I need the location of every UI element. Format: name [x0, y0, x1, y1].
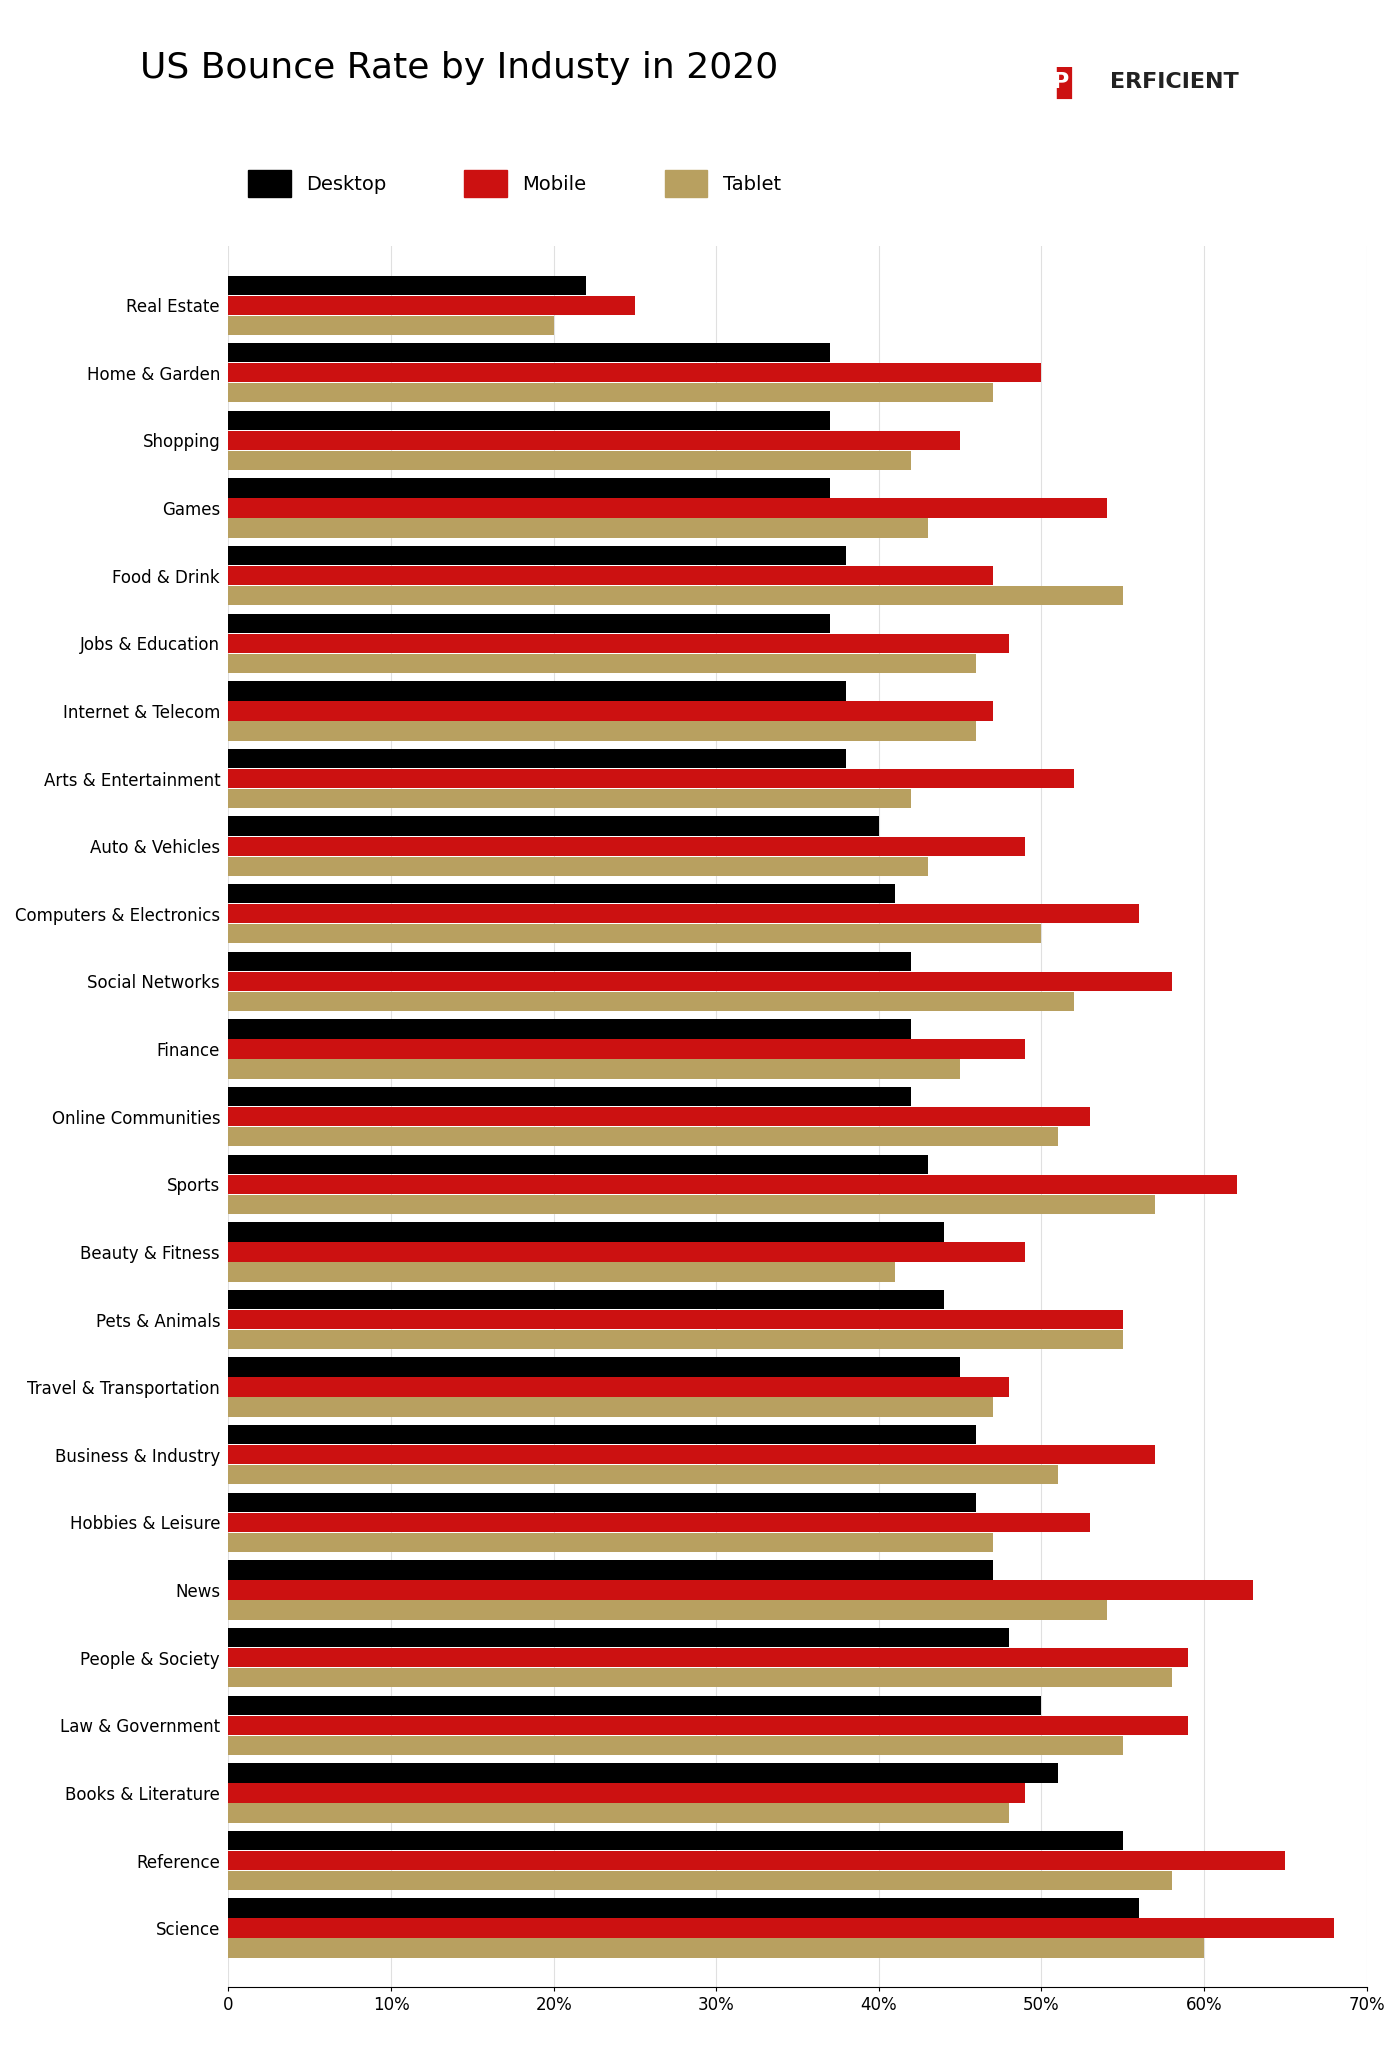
Bar [228, 1763, 1058, 1784]
Bar [228, 1695, 1042, 1716]
Bar [228, 519, 928, 537]
Bar [228, 1601, 1106, 1620]
Bar [228, 1195, 1155, 1214]
Bar [228, 1310, 1123, 1328]
Bar [228, 613, 830, 633]
Bar [228, 1784, 1025, 1802]
Bar [228, 1086, 911, 1107]
Bar [228, 1804, 1009, 1822]
Bar [228, 1154, 928, 1175]
Bar [228, 1289, 944, 1310]
Bar [228, 275, 587, 295]
Bar [228, 1628, 1009, 1648]
Bar [228, 1357, 960, 1378]
Bar [228, 451, 911, 469]
Bar [228, 816, 879, 836]
Text: ERFICIENT: ERFICIENT [1110, 72, 1239, 92]
Text: US Bounce Rate by Industy in 2020: US Bounce Rate by Industy in 2020 [140, 51, 778, 86]
Bar [228, 789, 911, 808]
Bar [228, 925, 1042, 943]
Bar [228, 951, 911, 972]
Bar [228, 748, 847, 769]
Bar [228, 1107, 1091, 1125]
Bar [228, 1533, 993, 1552]
Bar [228, 884, 895, 904]
Bar [228, 857, 928, 875]
Bar [228, 836, 1025, 855]
Bar [228, 1466, 1058, 1484]
Bar [228, 681, 847, 701]
Bar [228, 478, 830, 498]
Bar [228, 722, 976, 740]
Bar [228, 769, 1074, 787]
Bar [228, 1060, 960, 1078]
Bar [228, 342, 830, 363]
Bar [228, 633, 1009, 654]
Bar [228, 1330, 1123, 1349]
Bar [228, 1939, 1204, 1958]
Bar [228, 701, 993, 722]
Bar [228, 904, 1140, 922]
Bar [228, 992, 1074, 1011]
Bar [228, 1492, 976, 1513]
Bar [228, 1128, 1058, 1146]
Bar [228, 383, 993, 402]
Bar [228, 316, 553, 334]
Bar [228, 1425, 976, 1445]
Bar [228, 1222, 944, 1242]
Bar [228, 1716, 1187, 1734]
Bar [228, 1898, 1140, 1919]
Bar [228, 1560, 993, 1581]
Bar [228, 1175, 1236, 1193]
Bar [228, 1398, 993, 1417]
Bar [228, 295, 636, 316]
Bar [228, 566, 993, 586]
Bar [228, 430, 960, 451]
Legend: Desktop, Mobile, Tablet: Desktop, Mobile, Tablet [238, 160, 791, 207]
Bar [228, 363, 1042, 383]
Bar [228, 1263, 895, 1281]
Bar [228, 654, 976, 672]
Bar [228, 1581, 1253, 1599]
Bar [228, 410, 830, 430]
Bar [228, 1831, 1123, 1851]
Bar [228, 1919, 1334, 1937]
Text: P: P [1053, 72, 1070, 92]
Bar [228, 545, 847, 566]
Bar [228, 1378, 1009, 1396]
Bar [228, 1736, 1123, 1755]
Bar [228, 1851, 1285, 1870]
Text: ▮: ▮ [1053, 62, 1075, 102]
Bar [228, 498, 1106, 519]
Bar [228, 1019, 911, 1039]
Bar [228, 1513, 1091, 1531]
Bar [228, 1872, 1172, 1890]
Bar [228, 972, 1172, 990]
Bar [228, 1669, 1172, 1687]
Bar [228, 1242, 1025, 1261]
Bar [228, 1648, 1187, 1667]
Bar [228, 1039, 1025, 1058]
Bar [228, 586, 1123, 605]
Bar [228, 1445, 1155, 1464]
